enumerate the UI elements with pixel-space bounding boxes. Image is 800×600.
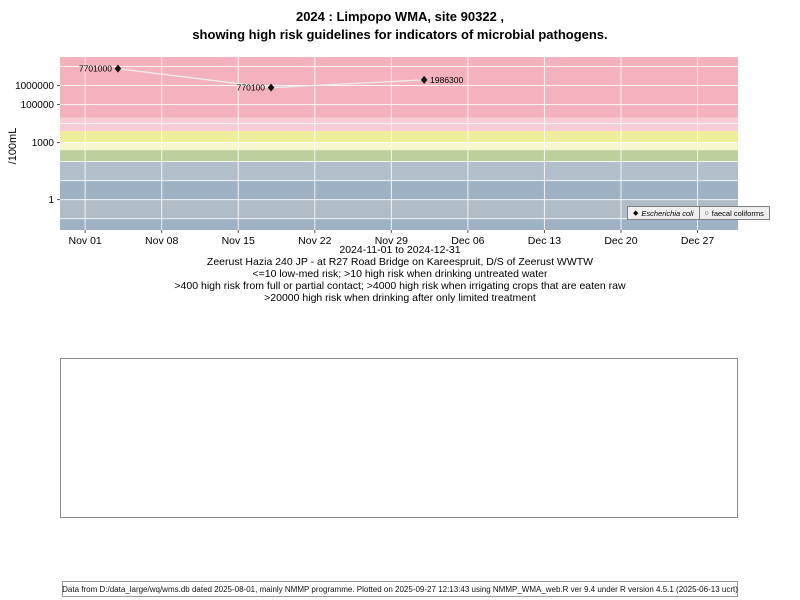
data-point-marker — [114, 64, 122, 73]
risk-band — [60, 161, 738, 181]
x-tick-label: Nov 29 — [375, 235, 408, 247]
x-tick-label: Nov 01 — [69, 235, 102, 247]
circle-marker-icon: ○ — [704, 209, 709, 217]
data-point-label: 7701000 — [79, 64, 112, 74]
x-tick-label: Dec 06 — [451, 235, 484, 247]
risk-band — [60, 117, 738, 132]
caption-guideline-3: >20000 high risk when drinking after onl… — [264, 292, 536, 304]
footer-text: Data from D:/data_large/wq/wms.db dated … — [62, 584, 738, 594]
legend-label: Escherichia coli — [641, 208, 694, 218]
data-point-label: 770100 — [237, 83, 266, 93]
y-tick-label: 1 — [48, 195, 54, 206]
chart-plot-area: Nov 01 Nov 08 Nov 15 Nov 22 Nov 29 Dec 06 Dec … — [15, 57, 738, 247]
legend-label: faecal coliforms — [711, 208, 764, 218]
chart-title-line-2: showing high risk guidelines for indicat… — [192, 27, 608, 42]
risk-band — [60, 180, 738, 200]
risk-band — [60, 199, 738, 219]
risk-band — [60, 150, 738, 162]
y-tick-label: 100000 — [21, 100, 55, 111]
y-axis-label: /100mL — [7, 127, 19, 165]
chart-legend: ◆ Escherichia coli ○ faecal coliforms — [627, 206, 770, 220]
footer: Data from D:/data_large/wq/wms.db dated … — [62, 581, 738, 597]
risk-band — [60, 57, 738, 118]
risk-band — [60, 218, 738, 230]
risk-band — [60, 142, 738, 151]
empty-panel — [60, 358, 738, 518]
data-point-marker — [267, 83, 275, 92]
caption-date-range: 2024-11-01 to 2024-12-31 — [339, 244, 461, 256]
caption-guideline-2: >400 high risk from full or partial cont… — [174, 280, 626, 292]
caption-site-description: Zeerust Hazia 240 JP - at R27 Road Bridg… — [206, 256, 594, 268]
legend-item-escherichia-coli: ◆ Escherichia coli — [627, 206, 700, 220]
y-tick-label: 1000000 — [15, 81, 54, 92]
legend-item-faecal-coliforms: ○ faecal coliforms — [698, 206, 770, 220]
x-tick-label: Dec 13 — [528, 235, 561, 247]
diamond-marker-icon: ◆ — [633, 209, 639, 217]
chart-title: 2024 : Limpopo WMA, site 90322 , showing… — [0, 8, 800, 44]
caption-guideline-1: <=10 low-med risk; >10 high risk when dr… — [252, 268, 548, 280]
data-point-label: 1986300 — [430, 75, 463, 85]
y-tick-label: 1000 — [32, 138, 55, 149]
x-tick-label: Dec 20 — [604, 235, 637, 247]
data-point-marker — [420, 75, 428, 84]
risk-band — [60, 131, 738, 143]
x-tick-label: Nov 22 — [298, 235, 331, 247]
caption-block: 2024-11-01 to 2024-12-31 Zeerust Hazia 2… — [0, 244, 800, 304]
chart-title-line-1: 2024 : Limpopo WMA, site 90322 , — [295, 9, 505, 24]
x-tick-label: Nov 15 — [222, 235, 255, 247]
x-tick-label: Dec 27 — [681, 235, 714, 247]
x-tick-label: Nov 08 — [145, 235, 178, 247]
